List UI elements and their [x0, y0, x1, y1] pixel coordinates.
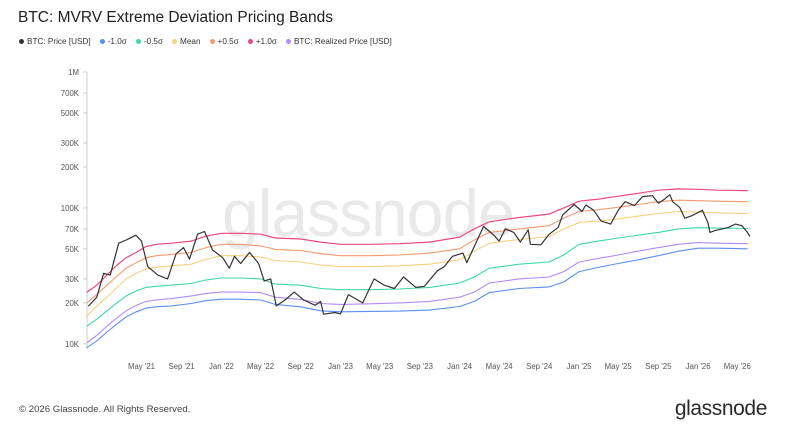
legend-item-minus-1-0sigma[interactable]: -1.0σ: [99, 37, 127, 46]
legend-label: -0.5σ: [143, 37, 164, 46]
series-lines: [86, 188, 751, 348]
x-tick-label: Jan '23: [328, 362, 353, 371]
x-tick-label: Sep '23: [407, 362, 433, 371]
y-tick-label: 1M: [68, 68, 79, 77]
x-tick-label: May '23: [366, 362, 393, 371]
x-tick-label: Sep '25: [645, 362, 672, 371]
x-tick-label: May '26: [724, 362, 751, 371]
legend-label: BTC: Price [USD]: [27, 37, 91, 46]
legend-swatch: [209, 39, 215, 44]
y-tick-label: 700K: [61, 89, 80, 98]
x-tick-label: Jan '24: [447, 362, 473, 371]
series-line-minus-1-0sigma: [86, 247, 748, 348]
y-tick-label: 30K: [65, 275, 80, 284]
legend-label: Mean: [180, 37, 201, 46]
legend-swatch: [19, 39, 24, 44]
x-tick-label: Sep '24: [526, 362, 553, 371]
y-tick-label: 70K: [65, 225, 80, 234]
watermark-text: glassnode: [222, 176, 514, 250]
x-tick-label: May '22: [247, 362, 274, 371]
x-tick-label: Sep '21: [169, 362, 195, 371]
x-tick-label: Jan '25: [567, 362, 593, 371]
legend-label: +0.5σ: [217, 37, 239, 46]
chart-title: BTC: MVRV Extreme Deviation Pricing Band…: [18, 9, 333, 26]
legend-label: -1.0σ: [107, 37, 127, 46]
legend-item-mean[interactable]: Mean: [172, 37, 201, 46]
x-tick-label: May '25: [605, 362, 633, 371]
y-tick-label: 500K: [61, 109, 80, 118]
y-tick-label: 300K: [61, 139, 80, 148]
copyright-text: © 2026 Glassnode. All Rights Reserved.: [19, 404, 191, 415]
x-tick-label: Jan '26: [686, 362, 711, 371]
legend-swatch: [99, 39, 105, 44]
legend-swatch: [135, 39, 141, 44]
legend-item-plus-1-0sigma[interactable]: +1.0σ: [247, 37, 277, 46]
x-axis: May '21 Sep '21 Jan '22 May '22 Sep '22 Jan '…: [128, 362, 751, 371]
x-tick-label: Jan '22: [209, 362, 234, 371]
legend-item-btc-realized-price-usd[interactable]: BTC: Realized Price [USD]: [285, 37, 392, 46]
y-tick-label: 10K: [65, 340, 80, 349]
y-tick-label: 50K: [65, 245, 80, 254]
legend-item-btc-price-usd[interactable]: BTC: Price [USD]: [19, 37, 91, 46]
legend-label: +1.0σ: [255, 37, 277, 46]
series-line-btc-price-usd: [88, 194, 751, 315]
legend-label: BTC: Realized Price [USD]: [293, 37, 392, 46]
y-tick-label: 100K: [61, 204, 80, 213]
legend-swatch: [172, 39, 178, 44]
y-tick-label: 20K: [65, 299, 80, 308]
y-tick-label: 200K: [61, 163, 80, 172]
series-line-btc-realized-price-usd: [86, 242, 748, 344]
legend-swatch: [285, 39, 291, 44]
x-tick-label: Sep '22: [288, 362, 314, 371]
legend-swatch: [247, 39, 253, 44]
chart-legend: BTC: Price [USD] -1.0σ -0.5σ Mean +0.5σ +1.0σ…: [19, 37, 392, 46]
brand-logo: glassnode: [674, 397, 768, 420]
y-axis: 1M 700K 500K 300K 200K 100K 70K 50K 30K 20K 10K: [61, 68, 87, 349]
legend-item-minus-0-5sigma[interactable]: -0.5σ: [135, 37, 164, 46]
x-tick-label: May '24: [486, 362, 514, 371]
series-line-plus-1-0sigma: [86, 188, 748, 293]
series-line-mean: [86, 210, 748, 317]
legend-item-plus-0-5sigma[interactable]: +0.5σ: [209, 37, 239, 46]
x-tick-label: May '21: [128, 362, 155, 371]
series-line-minus-0-5sigma: [86, 227, 748, 327]
